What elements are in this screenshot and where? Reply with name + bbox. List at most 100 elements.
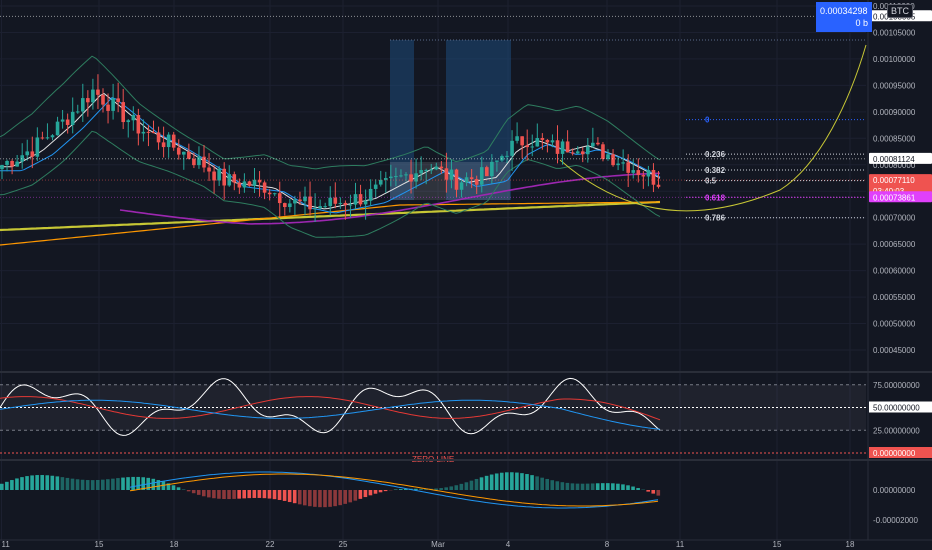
- candle-body: [636, 170, 641, 176]
- candle-body: [25, 151, 30, 156]
- candle-body: [439, 166, 444, 169]
- candle-body: [232, 174, 237, 183]
- macd-histogram-bar: [449, 486, 454, 490]
- candle-body: [560, 141, 565, 154]
- candle-body: [606, 154, 610, 159]
- candle-body: [45, 137, 50, 139]
- macd-histogram-bar: [303, 490, 307, 506]
- candle-body: [389, 176, 393, 179]
- candle-body: [520, 136, 524, 146]
- macd-histogram-bar: [575, 483, 580, 490]
- candle-body: [444, 168, 449, 180]
- candle-body: [323, 206, 327, 208]
- candle-body: [5, 160, 9, 165]
- candle-body: [96, 89, 100, 95]
- candle-body: [651, 169, 656, 185]
- macd-histogram-bar: [626, 485, 630, 490]
- price-axis-label: 0.00095000: [873, 81, 916, 90]
- macd-histogram-bar: [414, 488, 418, 490]
- candle-body: [348, 204, 353, 206]
- macd-histogram-bar: [358, 490, 363, 499]
- macd-histogram-bar: [186, 490, 191, 492]
- candle-body: [449, 169, 454, 180]
- candle-body: [207, 167, 211, 172]
- macd-histogram-bar: [40, 475, 44, 490]
- ema-200-line: [0, 200, 661, 232]
- candle-body: [500, 156, 504, 161]
- macd-histogram-bar: [434, 488, 438, 490]
- macd-histogram-bar: [611, 483, 615, 490]
- candle-body: [424, 170, 428, 172]
- price-axis-label: 0.00090000: [873, 108, 916, 117]
- rsi-tag-box: [869, 447, 932, 458]
- macd-histogram-bar: [242, 490, 246, 499]
- candle-body: [565, 141, 570, 153]
- candle-body: [555, 140, 560, 154]
- candle-body: [75, 111, 80, 113]
- candle-body: [550, 140, 555, 143]
- candle-body: [530, 146, 535, 148]
- candle-body: [378, 179, 383, 185]
- candle-body: [192, 158, 196, 166]
- macd-histogram-bar: [313, 490, 317, 507]
- macd-histogram-bar: [520, 473, 524, 490]
- macd-histogram-bar: [333, 490, 337, 507]
- macd-histogram-bar: [136, 476, 140, 490]
- candle-body: [596, 142, 600, 145]
- time-axis-label: 25: [339, 540, 348, 549]
- symbol-chip[interactable]: BTC: [887, 4, 913, 18]
- candle-body: [212, 171, 216, 181]
- price-tag-label: 0.00077110: [873, 176, 915, 185]
- candle-body: [126, 120, 131, 123]
- candle-body: [646, 169, 651, 177]
- macd-histogram-bar: [530, 475, 534, 490]
- macd-histogram-bar: [550, 480, 555, 490]
- macd-histogram-bar: [323, 490, 327, 508]
- macd-histogram-bar: [308, 490, 312, 507]
- time-axis-label: 15: [773, 540, 782, 549]
- bollinger-lower: [0, 130, 661, 238]
- macd-histogram-bar: [75, 479, 80, 490]
- candle-body: [358, 194, 363, 205]
- candle-body: [35, 137, 40, 157]
- time-axis-label: 22: [266, 540, 275, 549]
- macd-histogram-bar: [111, 478, 115, 490]
- fib-level-label: 0.5: [705, 177, 717, 186]
- candle-body: [86, 98, 90, 103]
- macd-histogram-bar: [35, 475, 39, 490]
- macd-histogram-bar: [489, 474, 494, 490]
- candle-body: [601, 144, 605, 159]
- projection-curve: [559, 44, 867, 212]
- macd-histogram-bar: [121, 477, 125, 490]
- candle-body: [141, 131, 146, 134]
- macd-histogram-bar: [116, 478, 120, 490]
- macd-histogram-bar: [50, 475, 55, 490]
- macd-histogram-bar: [10, 480, 14, 490]
- time-axis-label: 15: [95, 540, 104, 549]
- macd-axis-label: 0.00000000: [873, 486, 916, 495]
- candle-body: [469, 177, 474, 180]
- price-tag-label: 0.00081124: [873, 155, 915, 164]
- macd-signal-line: [129, 473, 659, 507]
- candle-body: [111, 98, 115, 111]
- macd-histogram-bar: [606, 483, 610, 490]
- candle-body: [171, 134, 176, 148]
- macd-histogram-bar: [15, 478, 19, 490]
- candle-body: [490, 161, 494, 177]
- candle-body: [308, 196, 312, 210]
- candle-body: [151, 132, 156, 134]
- macd-histogram-bar: [595, 483, 600, 490]
- macd-histogram-bar: [20, 477, 24, 490]
- candle-body: [166, 134, 171, 148]
- candle-body: [15, 161, 19, 167]
- candle-body: [252, 179, 257, 186]
- macd-histogram-bar: [232, 490, 236, 499]
- candle-body: [277, 193, 282, 204]
- candle-body: [540, 138, 545, 140]
- macd-histogram-bar: [25, 476, 29, 490]
- macd-histogram-bar: [222, 490, 226, 500]
- candle-body: [131, 115, 136, 121]
- candle-body: [156, 132, 161, 143]
- candle-body: [580, 151, 585, 155]
